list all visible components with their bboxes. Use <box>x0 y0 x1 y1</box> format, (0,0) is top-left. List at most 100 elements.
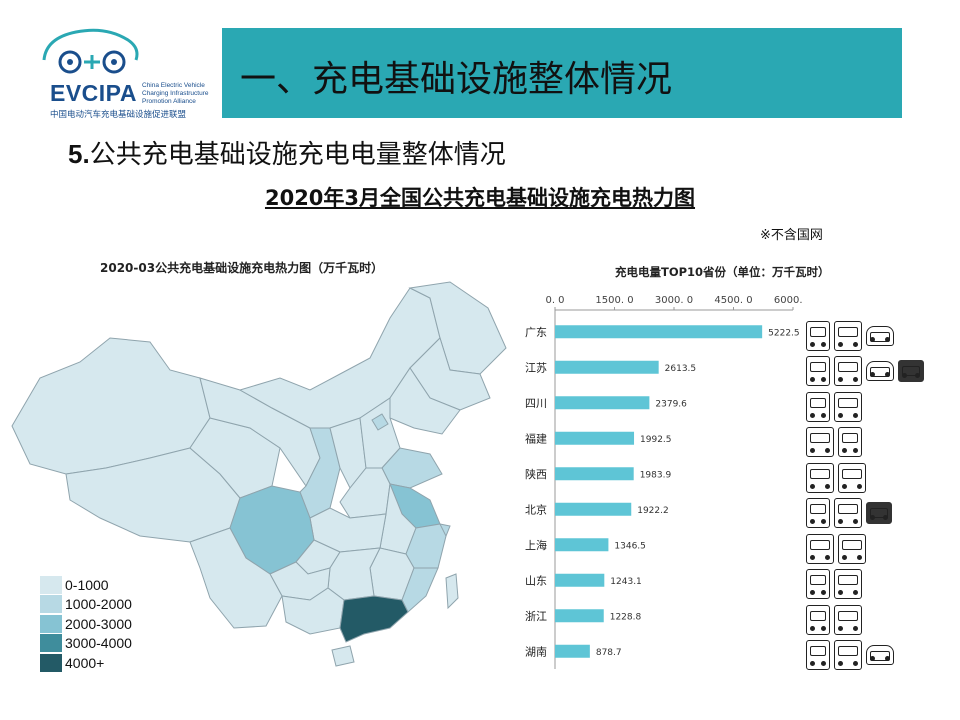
bus-icon <box>806 604 830 635</box>
car-icon <box>834 498 862 529</box>
x-tick-label: 0. 0 <box>545 295 564 306</box>
bus-icon <box>838 427 862 458</box>
icon-row <box>806 496 924 532</box>
bar <box>555 644 590 658</box>
car-icon <box>834 320 862 351</box>
bar <box>555 325 763 339</box>
exclusion-note: ※不含国网 <box>760 228 823 243</box>
value-label: 1346.5 <box>614 541 646 551</box>
icon-row <box>806 425 924 461</box>
region-taiwan <box>445 573 459 610</box>
logo-car-graphic <box>42 28 139 74</box>
legend-label: 1000-2000 <box>65 596 132 613</box>
car-icon <box>806 462 834 493</box>
logo-name: EVCIPA <box>50 80 137 106</box>
car-icon <box>834 391 862 422</box>
chart-heading: 2020年3月全国公共充电基础设施充电热力图 <box>264 186 696 210</box>
icon-row <box>806 567 924 603</box>
vehicle-icons <box>806 318 924 673</box>
bar <box>555 573 605 587</box>
truck-icon <box>866 502 892 525</box>
bus-icon <box>806 320 830 351</box>
bar-chart-title: 充电电量TOP10省份（单位：万千瓦时） <box>615 265 830 279</box>
bar <box>555 609 604 623</box>
title-band: 一、充电基础设施整体情况 <box>222 28 902 118</box>
value-label: 878.7 <box>596 648 622 658</box>
taxi-icon <box>866 361 894 382</box>
region-guangdong <box>339 595 409 643</box>
taxi-icon <box>866 645 894 666</box>
legend-label: 2000-3000 <box>65 615 132 632</box>
icon-row <box>806 531 924 567</box>
slide-title: 一、充电基础设施整体情况 <box>240 59 673 100</box>
legend-swatch <box>40 634 62 653</box>
legend-item: 4000+ <box>40 653 132 673</box>
category-label: 湖南 <box>525 645 547 658</box>
section-title: 公共充电基础设施充电电量整体情况 <box>89 140 506 170</box>
taxi-icon <box>866 325 894 346</box>
logo-chinese-name: 中国电动汽车充电基础设施促进联盟 <box>50 110 187 120</box>
value-label: 1228.8 <box>610 612 642 622</box>
bus-icon <box>806 498 830 529</box>
legend-item: 1000-2000 <box>40 595 132 615</box>
china-heat-map <box>11 281 507 667</box>
bar <box>555 467 634 481</box>
region-fujian <box>401 567 439 613</box>
car-icon <box>838 533 866 564</box>
car-icon <box>838 462 866 493</box>
legend-item: 3000-4000 <box>40 634 132 654</box>
icon-row <box>806 389 924 425</box>
bar <box>555 396 650 410</box>
category-label: 上海 <box>525 538 547 552</box>
category-label: 陕西 <box>525 467 547 481</box>
legend-label: 4000+ <box>65 654 105 671</box>
value-label: 2613.5 <box>665 364 697 374</box>
logo-english-name: China Electric Vehicle Charging Infrastr… <box>142 82 209 105</box>
bus-icon <box>806 569 830 600</box>
section-number: 5. <box>68 139 90 169</box>
value-label: 1992.5 <box>640 435 672 445</box>
icon-row <box>806 460 924 496</box>
region-yunnan <box>189 527 283 629</box>
car-icon <box>834 356 862 387</box>
car-icon <box>806 533 834 564</box>
value-label: 1983.9 <box>640 470 672 480</box>
bus-icon <box>806 391 830 422</box>
category-label: 山东 <box>525 574 547 587</box>
bar <box>555 431 635 445</box>
legend-swatch <box>40 595 62 614</box>
map-legend: 0-1000 1000-2000 2000-3000 3000-4000 400… <box>40 575 132 673</box>
value-label: 1243.1 <box>610 577 642 587</box>
category-label: 浙江 <box>525 610 547 623</box>
car-icon <box>834 640 862 671</box>
legend-label: 3000-4000 <box>65 635 132 652</box>
region-beijing <box>371 413 389 431</box>
category-label: 福建 <box>525 431 547 445</box>
category-label: 广东 <box>525 326 547 339</box>
bus-icon <box>806 356 830 387</box>
section-subtitle: 5.公共充电基础设施充电电量整体情况 <box>68 134 506 171</box>
car-icon <box>834 569 862 600</box>
bus-icon <box>806 640 830 671</box>
region-hainan <box>331 645 355 667</box>
truck-icon <box>898 360 924 383</box>
icon-row <box>806 354 924 390</box>
legend-item: 2000-3000 <box>40 614 132 634</box>
bar <box>555 538 609 552</box>
legend-swatch <box>40 653 62 672</box>
value-label: 5222.5 <box>768 328 800 338</box>
legend-item: 0-1000 <box>40 575 132 595</box>
bar <box>555 502 632 516</box>
icon-row <box>806 602 924 638</box>
category-label: 四川 <box>525 397 547 410</box>
legend-swatch <box>40 614 62 633</box>
top10-bar-chart: 0. 0 1500. 0 3000. 0 4500. 0 6000. 0 广东 5222.5… <box>525 295 805 669</box>
map-title: 2020-03公共充电基础设施充电热力图（万千瓦时） <box>100 261 384 275</box>
legend-swatch <box>40 575 62 594</box>
bar <box>555 360 659 374</box>
legend-label: 0-1000 <box>65 576 109 593</box>
x-tick-label: 1500. 0 <box>595 295 633 306</box>
evcipa-logo: EVCIPA China Electric Vehicle Charging I… <box>36 22 208 122</box>
value-label: 2379.6 <box>655 399 687 409</box>
category-label: 江苏 <box>525 361 547 374</box>
